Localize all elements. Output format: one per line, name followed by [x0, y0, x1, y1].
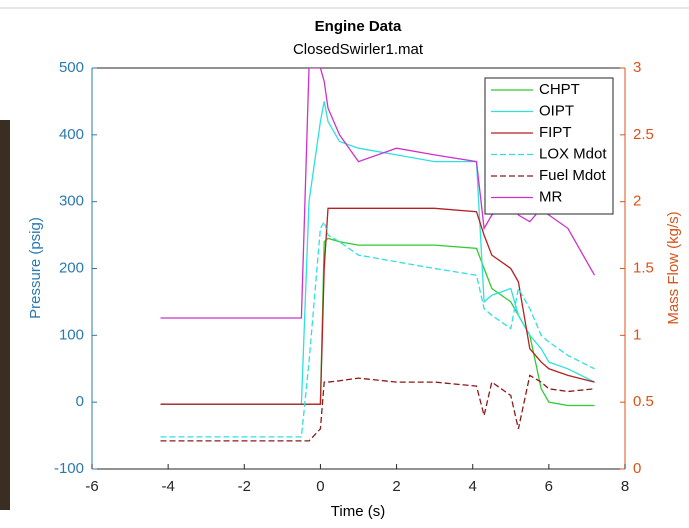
y2-tick-label: 3 [633, 59, 641, 76]
y-tick-label: 100 [59, 326, 84, 343]
x-tick-label: 2 [392, 478, 400, 495]
x-tick-label: -4 [161, 478, 174, 495]
x-axis-label: Time (s) [331, 503, 385, 520]
legend: CHPT OIPT FIPT LOX Mdot Fuel Mdot MR [484, 77, 614, 215]
chart-subtitle: ClosedSwirler1.mat [293, 41, 424, 58]
y-tick-label: 300 [59, 193, 84, 210]
background-photo-edge [0, 120, 10, 510]
y2-tick-label: 0 [633, 460, 641, 477]
x-tick-label: 6 [545, 478, 553, 495]
legend-label: Fuel Mdot [539, 167, 607, 184]
x-tick-label: -2 [238, 478, 251, 495]
y-tick-label: 400 [59, 126, 84, 143]
series-line [160, 220, 595, 438]
y2-tick-label: 2 [633, 193, 641, 210]
legend-box [484, 77, 614, 215]
x-tick-label: 4 [469, 478, 477, 495]
y2-axis-label: Mass Flow (kg/s) [665, 211, 682, 324]
y2-tick-label: 2.5 [633, 126, 654, 143]
series-line [160, 207, 595, 405]
y-tick-label: -100 [54, 460, 84, 477]
y-tick-label: 0 [76, 393, 84, 410]
legend-label: FIPT [539, 124, 572, 141]
x-tick-label: -6 [85, 478, 98, 495]
y-tick-label: 500 [59, 59, 84, 76]
y-tick-label: 200 [59, 259, 84, 276]
y2-tick-label: 1.5 [633, 259, 654, 276]
y2-tick-label: 0.5 [633, 393, 654, 410]
legend-label: CHPT [539, 81, 580, 98]
legend-label: MR [539, 188, 562, 205]
x-tick-label: 8 [621, 478, 629, 495]
y2-tick-label: 1 [633, 326, 641, 343]
series-line [160, 374, 595, 442]
series-line [160, 101, 595, 405]
legend-label: OIPT [539, 102, 574, 119]
chart-title: Engine Data [315, 18, 402, 35]
x-tick-label: 0 [316, 478, 324, 495]
y-axis-label: Pressure (psig) [27, 217, 44, 319]
legend-label: LOX Mdot [539, 145, 607, 162]
